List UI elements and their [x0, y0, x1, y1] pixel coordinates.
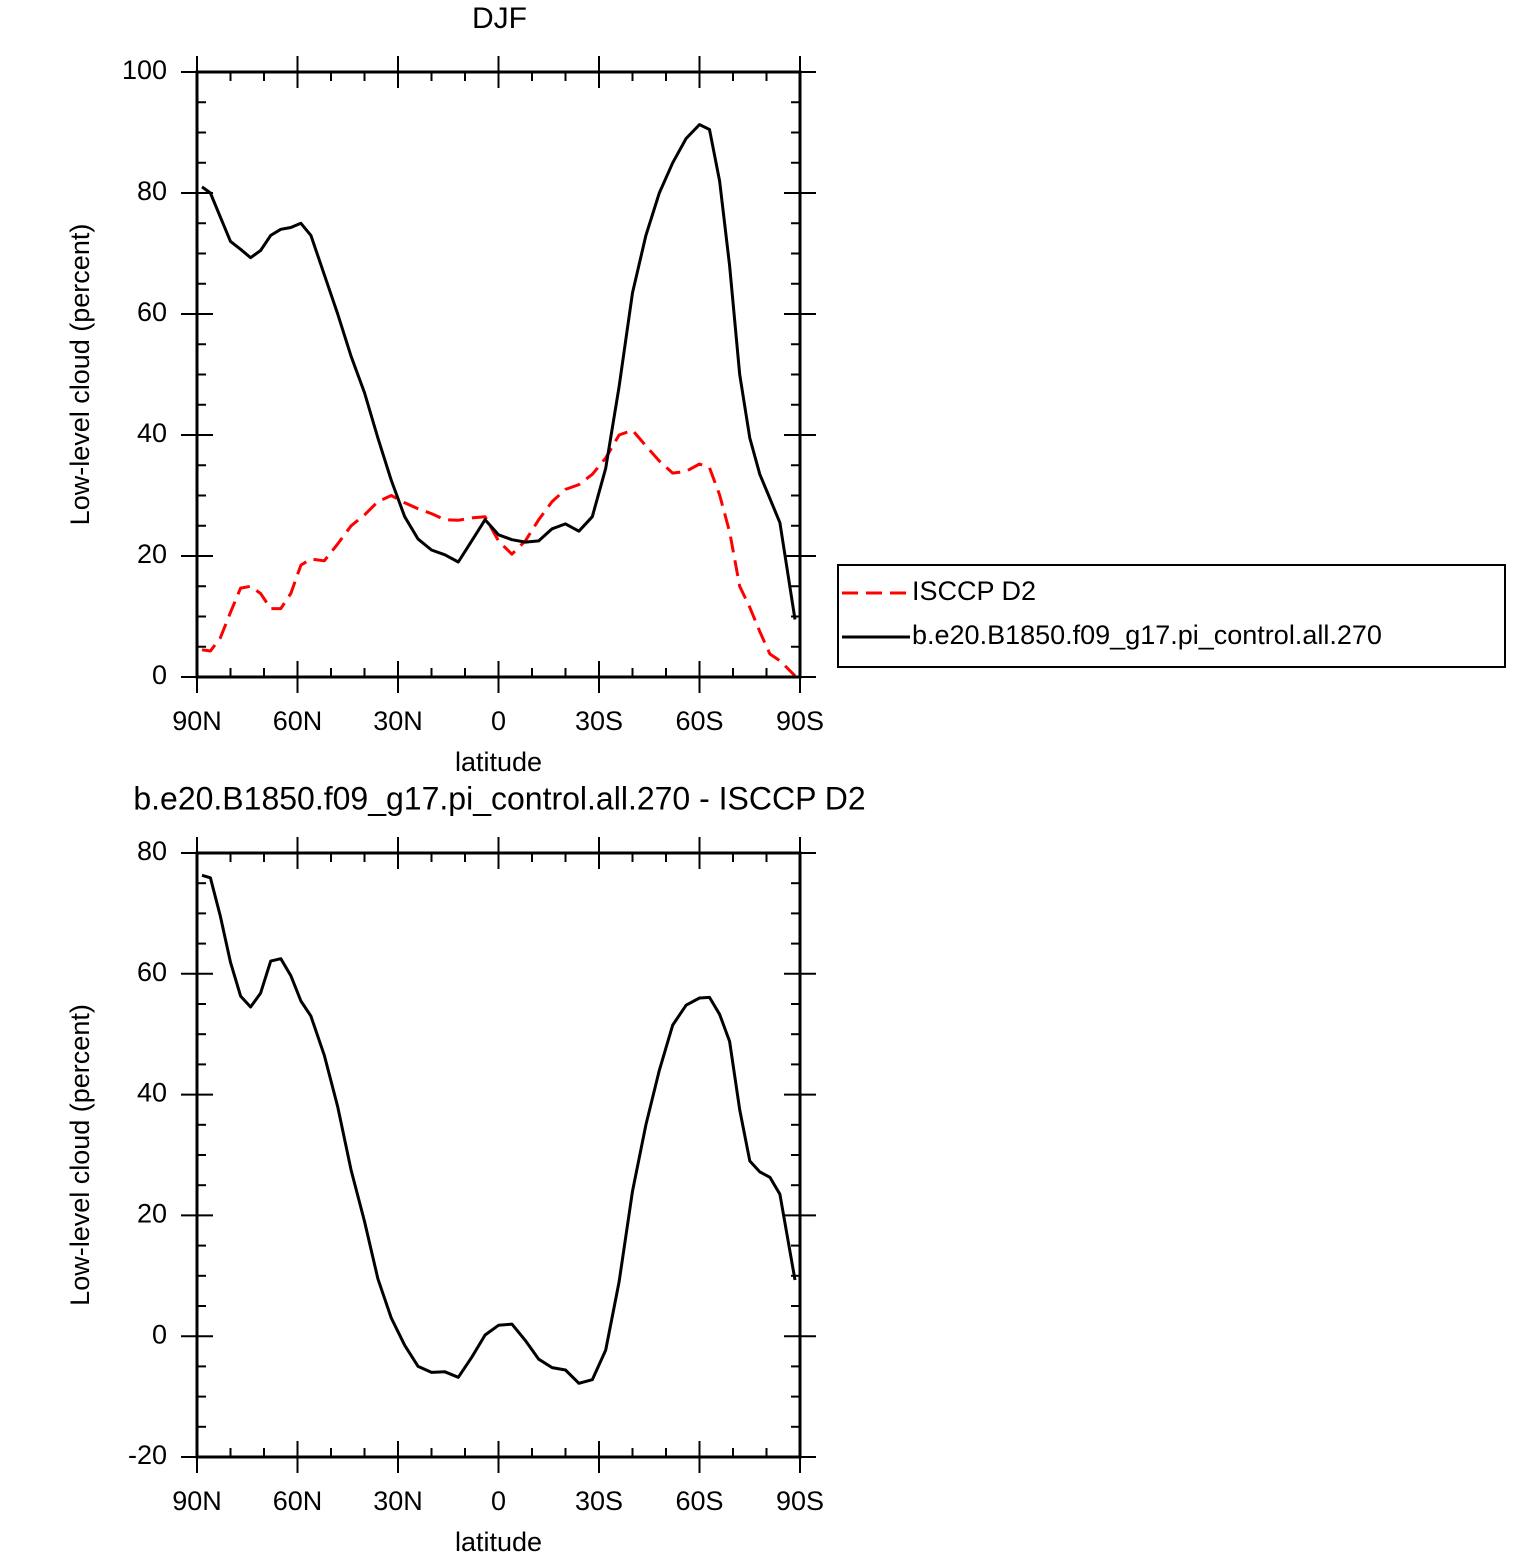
chart-title: DJF — [472, 2, 527, 35]
data-line — [201, 428, 797, 677]
plot-frame — [195, 70, 802, 679]
x-tick-label: 30S — [575, 706, 623, 736]
y-tick-label: 40 — [137, 418, 167, 448]
x-tick-label: 90N — [172, 706, 222, 736]
x-tick-label: 30N — [373, 706, 423, 736]
y-tick-label: -20 — [128, 1440, 167, 1470]
y-axis-label: Low-level cloud (percent) — [65, 1004, 95, 1306]
x-tick-label: 30N — [373, 1486, 423, 1516]
y-tick-label: 60 — [137, 297, 167, 327]
y-tick-label: 100 — [122, 55, 167, 85]
x-tick-label: 0 — [491, 1486, 506, 1516]
x-tick-label: 60S — [675, 706, 723, 736]
y-tick-label: 20 — [137, 539, 167, 569]
y-tick-label: 40 — [137, 1078, 167, 1108]
x-tick-label: 90N — [172, 1486, 222, 1516]
y-tick-label: 80 — [137, 176, 167, 206]
x-tick-label: 60N — [273, 706, 323, 736]
chart-title: b.e20.B1850.f09_g17.pi_control.all.270 -… — [133, 780, 865, 816]
plot-frame — [195, 851, 802, 1459]
legend-box — [837, 564, 1506, 668]
y-tick-label: 0 — [152, 1319, 167, 1349]
legend-label: b.e20.B1850.f09_g17.pi_control.all.270 — [912, 620, 1382, 650]
data-line — [201, 123, 797, 620]
x-axis-label: latitude — [455, 1527, 542, 1557]
data-line — [201, 873, 797, 1385]
y-axis-label: Low-level cloud (percent) — [65, 224, 95, 526]
y-tick-label: 60 — [137, 957, 167, 987]
x-axis-label: latitude — [455, 747, 542, 777]
x-tick-label: 90S — [776, 706, 824, 736]
y-tick-label: 0 — [152, 660, 167, 690]
x-tick-label: 60N — [273, 1486, 323, 1516]
y-tick-label: 80 — [137, 836, 167, 866]
x-tick-label: 30S — [575, 1486, 623, 1516]
x-tick-label: 0 — [491, 706, 506, 736]
y-tick-label: 20 — [137, 1199, 167, 1229]
x-tick-label: 90S — [776, 1486, 824, 1516]
legend-label: ISCCP D2 — [912, 576, 1036, 606]
x-tick-label: 60S — [675, 1486, 723, 1516]
